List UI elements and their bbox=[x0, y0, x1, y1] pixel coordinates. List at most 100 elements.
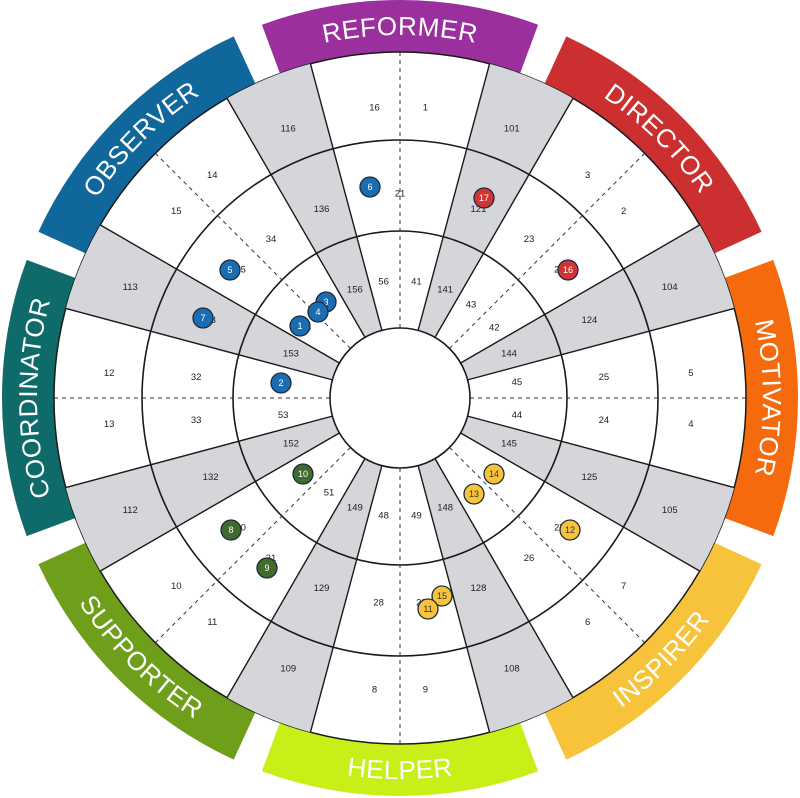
segment-number: 26 bbox=[524, 553, 535, 564]
dashed-divider bbox=[449, 152, 646, 349]
divider-line bbox=[309, 465, 383, 733]
divider-line bbox=[460, 432, 700, 572]
segment-number: 27 bbox=[554, 523, 565, 534]
segment-number: 44 bbox=[512, 410, 523, 421]
segment-number: 11 bbox=[207, 617, 217, 628]
marker-label: 9 bbox=[264, 563, 269, 573]
segment-number: 33 bbox=[191, 415, 202, 426]
marker-dot bbox=[463, 483, 485, 505]
divider-line bbox=[309, 63, 383, 331]
marker-dot bbox=[292, 463, 314, 485]
segment-number: 136 bbox=[314, 204, 330, 215]
band-director bbox=[544, 36, 762, 254]
band-helper bbox=[261, 722, 539, 796]
band-coordinator bbox=[2, 259, 76, 537]
shaded-wedge bbox=[418, 458, 573, 733]
segment-number: 132 bbox=[203, 472, 219, 483]
segment-number: 116 bbox=[281, 124, 296, 135]
segment-number: 10 bbox=[171, 581, 182, 592]
band-observer bbox=[38, 36, 256, 254]
marker-10: 10 bbox=[292, 463, 314, 485]
segment-number: 8 bbox=[372, 684, 377, 695]
segment-number: 113 bbox=[123, 282, 138, 293]
band-motivator bbox=[724, 259, 798, 537]
marker-dot bbox=[289, 315, 311, 337]
segment-number: 4 bbox=[688, 419, 693, 430]
segment-number: 45 bbox=[512, 377, 523, 388]
segment-number: 16 bbox=[369, 103, 380, 114]
shaded-wedge bbox=[460, 416, 735, 571]
segment-number: 12 bbox=[104, 368, 115, 379]
segment-number: 49 bbox=[411, 510, 422, 521]
divider-line bbox=[467, 307, 735, 381]
segment-number: 156 bbox=[347, 284, 363, 295]
marker-dot bbox=[359, 176, 381, 198]
shaded-wedge bbox=[65, 416, 340, 571]
band-inspirer bbox=[544, 542, 762, 760]
segment-number: 28 bbox=[373, 597, 384, 608]
marker-7: 7 bbox=[192, 307, 214, 329]
marker-4: 4 bbox=[307, 301, 329, 323]
divider-line bbox=[417, 63, 491, 331]
marker-5: 5 bbox=[219, 259, 241, 281]
segment-number: 141 bbox=[437, 284, 453, 295]
marker-label: 12 bbox=[565, 525, 575, 535]
divider-line bbox=[226, 98, 366, 338]
marker-8: 8 bbox=[220, 519, 242, 541]
marker-label: 11 bbox=[423, 604, 432, 614]
segment-number: 105 bbox=[662, 505, 678, 516]
wheel-disc bbox=[53, 51, 747, 745]
segment-number: 41 bbox=[411, 277, 422, 288]
shaded-wedge bbox=[227, 458, 382, 733]
divider-line bbox=[100, 224, 340, 364]
marker-label: 4 bbox=[315, 307, 320, 317]
marker-dot bbox=[559, 519, 581, 541]
segment-number: 51 bbox=[324, 488, 335, 499]
marker-label: 8 bbox=[228, 525, 233, 535]
marker-dot bbox=[417, 598, 439, 620]
segment-number: 108 bbox=[504, 663, 520, 674]
dashed-divider bbox=[449, 447, 646, 644]
marker-label: 17 bbox=[479, 193, 489, 203]
marker-label: 7 bbox=[200, 313, 205, 323]
divider-line bbox=[460, 224, 700, 364]
center-hole bbox=[329, 327, 471, 469]
marker-dot bbox=[256, 557, 278, 579]
divider-line bbox=[100, 432, 340, 572]
segment-number: 23 bbox=[524, 234, 535, 245]
divider-line bbox=[226, 458, 366, 698]
marker-15: 15 bbox=[431, 585, 453, 607]
segment-number: 112 bbox=[123, 505, 138, 516]
marker-label: 16 bbox=[563, 265, 573, 275]
marker-label: 15 bbox=[437, 591, 447, 601]
segment-number: 35 bbox=[235, 264, 246, 275]
segment-number: 125 bbox=[581, 472, 597, 483]
marker-label: 13 bbox=[469, 489, 479, 499]
segment-number: 153 bbox=[283, 348, 299, 359]
segment-number: 32 bbox=[191, 372, 202, 383]
dashed-divider bbox=[154, 152, 351, 349]
marker-6: 6 bbox=[359, 176, 381, 198]
segment-number: 43 bbox=[466, 299, 477, 310]
segment-number: 121 bbox=[471, 204, 487, 215]
divider-line bbox=[467, 415, 735, 489]
marker-label: 2 bbox=[278, 378, 283, 388]
marker-label: 1 bbox=[297, 321, 302, 331]
segment-number: 129 bbox=[314, 583, 330, 594]
segment-number: 104 bbox=[662, 282, 678, 293]
marker-dot bbox=[557, 259, 579, 281]
segment-number: 3 bbox=[585, 170, 590, 181]
marker-17: 17 bbox=[473, 187, 495, 209]
marker-dot bbox=[483, 463, 505, 485]
marker-label: 3 bbox=[323, 297, 328, 307]
divider-line bbox=[434, 98, 574, 338]
marker-11: 11 bbox=[417, 598, 439, 620]
segment-number: 148 bbox=[437, 503, 453, 514]
marker-14: 14 bbox=[483, 463, 505, 485]
shaded-wedge bbox=[460, 225, 735, 380]
segment-number: 48 bbox=[378, 510, 389, 521]
marker-dot bbox=[220, 519, 242, 541]
marker-dot bbox=[431, 585, 453, 607]
